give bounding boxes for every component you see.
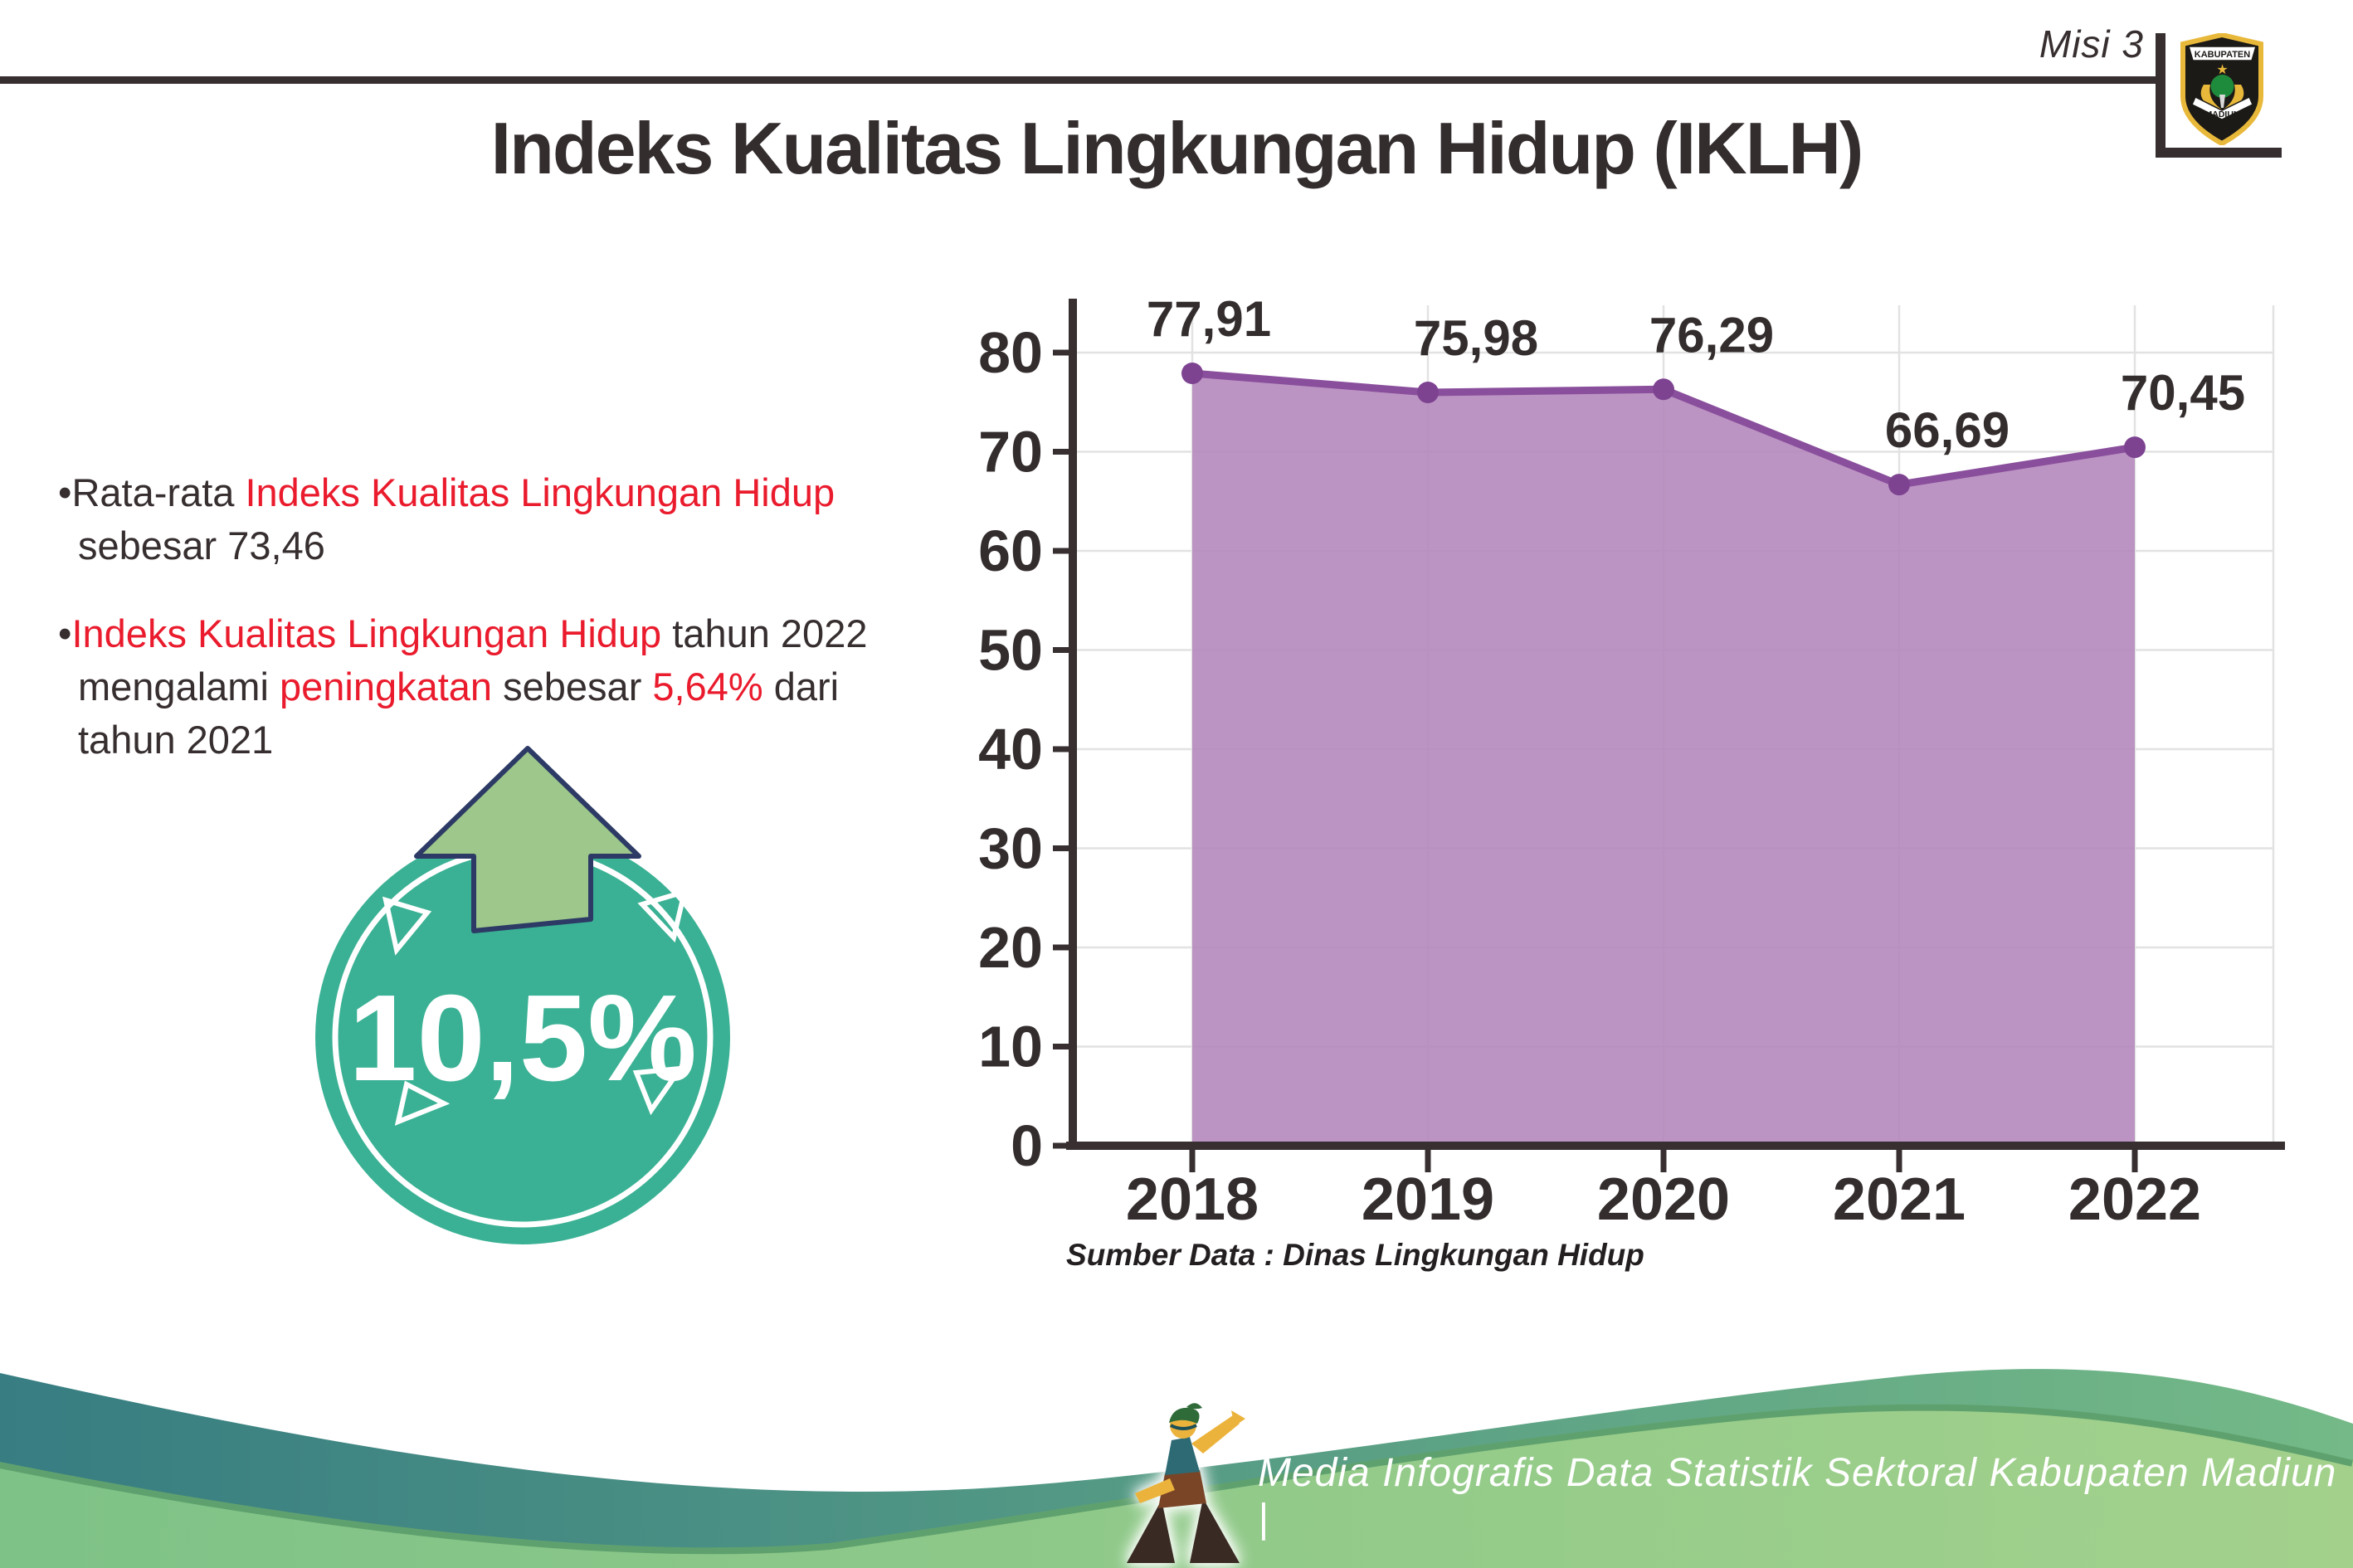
bullet-line: •Rata-rata Indeks Kualitas Lingkungan Hi… bbox=[58, 466, 1004, 519]
bullet-line: sebesar 73,46 bbox=[58, 519, 1004, 572]
bullet-item: •Rata-rata Indeks Kualitas Lingkungan Hi… bbox=[58, 466, 1004, 572]
page-title: Indeks Kualitas Lingkungan Hidup (IKLH) bbox=[490, 107, 1864, 189]
logo-bottom-banner bbox=[2191, 95, 2253, 120]
badge-value: 10,5% bbox=[348, 970, 697, 1107]
x-axis-label: 2018 bbox=[1126, 1166, 1259, 1233]
text-segment: tahun 2022 bbox=[661, 611, 868, 655]
y-axis-label: 30 bbox=[978, 816, 1043, 881]
data-label: 70,45 bbox=[2121, 365, 2245, 421]
bullet-marker: • bbox=[58, 611, 72, 655]
data-label: 77,91 bbox=[1147, 291, 1271, 347]
kabupaten-madiun-logo: KABUPATEN ★ MADIUN bbox=[2180, 33, 2263, 145]
badge-spark-icon bbox=[632, 1065, 686, 1116]
logo-frame-vertical bbox=[2156, 33, 2165, 158]
bullet-marker: • bbox=[58, 470, 72, 514]
text-segment: peningkatan bbox=[279, 665, 493, 709]
x-axis-label: 2020 bbox=[1597, 1166, 1730, 1233]
x-axis-label: 2022 bbox=[2068, 1166, 2201, 1233]
badge-spark-icon bbox=[637, 888, 689, 943]
footer-waves bbox=[0, 1369, 2353, 1568]
footer-teal-wave bbox=[0, 1369, 2353, 1548]
footer-green-wave bbox=[0, 1404, 2353, 1568]
misi-label: Misi 3 bbox=[2039, 22, 2144, 66]
logo-tree-icon bbox=[2210, 75, 2234, 98]
text-segment: 5,64% bbox=[652, 665, 763, 709]
logo-frame-horizontal bbox=[2156, 148, 2282, 158]
text-segment: Indeks Kualitas Lingkungan Hidup bbox=[71, 611, 662, 655]
text-segment: mengalami bbox=[78, 665, 280, 709]
up-arrow-icon bbox=[414, 746, 641, 933]
y-axis-label: 40 bbox=[978, 717, 1043, 782]
y-axis-label: 70 bbox=[978, 420, 1043, 485]
bullet-line: tahun 2021 bbox=[58, 713, 1004, 767]
text-segment: Rata-rata bbox=[71, 470, 246, 514]
increase-badge: 10,5% bbox=[315, 746, 730, 1244]
y-axis-label: 60 bbox=[978, 519, 1043, 583]
data-point bbox=[1653, 378, 1674, 401]
y-axis-label: 0 bbox=[1011, 1113, 1043, 1178]
data-point bbox=[1181, 363, 1203, 384]
data-label: 66,69 bbox=[1885, 402, 2010, 458]
data-label: 75,98 bbox=[1414, 310, 1538, 366]
text-segment: sebesar bbox=[492, 665, 653, 709]
area-fill bbox=[1192, 373, 2135, 1146]
summary-bullets: •Rata-rata Indeks Kualitas Lingkungan Hi… bbox=[58, 466, 1004, 801]
bullet-item: •Indeks Kualitas Lingkungan Hidup tahun … bbox=[58, 607, 1004, 767]
source-note: Sumber Data : Dinas Lingkungan Hidup bbox=[1066, 1238, 1644, 1272]
y-axis-label: 10 bbox=[978, 1015, 1043, 1079]
x-axis-label: 2019 bbox=[1362, 1166, 1494, 1233]
logo-top-text: KABUPATEN bbox=[2195, 50, 2250, 60]
y-axis-label: 20 bbox=[978, 915, 1043, 980]
badge-circle bbox=[315, 830, 730, 1244]
data-point bbox=[1417, 382, 1439, 403]
footer-caption: Media Infografis Data Statistik Sektoral… bbox=[1258, 1451, 2337, 1541]
text-segment: Indeks Kualitas Lingkungan Hidup bbox=[245, 470, 835, 514]
logo-tree-trunk bbox=[2219, 95, 2225, 108]
badge-spark-icon bbox=[382, 896, 432, 956]
logo-top-banner bbox=[2187, 46, 2258, 61]
header-rule bbox=[0, 76, 2162, 84]
badge-spark-icon bbox=[394, 1080, 451, 1126]
text-segment: sebesar 73,46 bbox=[78, 523, 325, 567]
bullet-line: mengalami peningkatan sebesar 5,64% dari bbox=[58, 660, 1004, 713]
y-axis-label: 50 bbox=[978, 618, 1043, 683]
text-segment: tahun 2021 bbox=[78, 718, 274, 762]
data-point bbox=[1888, 474, 1910, 496]
logo-star-icon: ★ bbox=[2216, 63, 2228, 77]
data-label: 76,29 bbox=[1649, 307, 1774, 363]
mascot-dancer-icon bbox=[1127, 1403, 1245, 1563]
logo-bottom-text: MADIUN bbox=[2205, 110, 2240, 119]
bullet-line: •Indeks Kualitas Lingkungan Hidup tahun … bbox=[58, 607, 1004, 660]
text-segment: dari bbox=[762, 665, 840, 709]
y-axis-label: 80 bbox=[978, 320, 1043, 385]
iklh-area-chart: 77,91 75,98 76,29 66,69 70,45 0 10 20 30 40 50 60 70… bbox=[978, 291, 2285, 1233]
x-axis-label: 2021 bbox=[1833, 1166, 1966, 1233]
data-point bbox=[2124, 436, 2146, 459]
